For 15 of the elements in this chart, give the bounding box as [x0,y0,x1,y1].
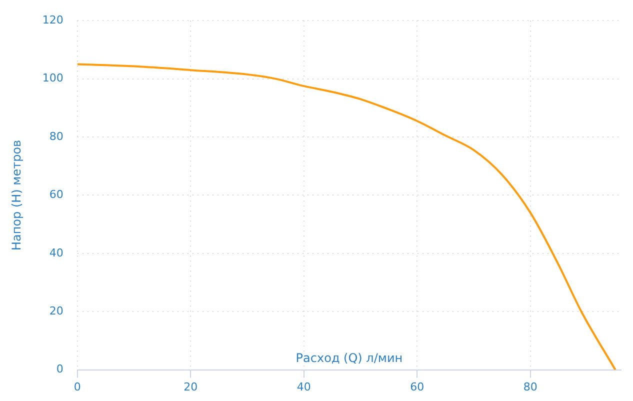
x-tick-label: 60 [410,380,424,394]
y-tick-label: 100 [42,72,64,85]
y-tick-label: 80 [49,130,64,143]
y-tick-label: 60 [49,188,64,202]
x-axis-title: Расход (Q) л/мин [296,350,403,365]
y-axis-title: Напор (H) метров [9,140,24,251]
y-tick-label: 20 [49,304,64,318]
line-series [77,63,616,370]
x-tick-label: 20 [184,380,198,394]
y-tick-label: 0 [56,362,64,376]
y-tick-label: 120 [42,13,64,26]
x-tick-label: 0 [74,380,81,394]
x-tick-label: 40 [296,380,311,394]
y-tick-label: 40 [49,246,64,260]
x-tick-label: 80 [523,380,538,394]
